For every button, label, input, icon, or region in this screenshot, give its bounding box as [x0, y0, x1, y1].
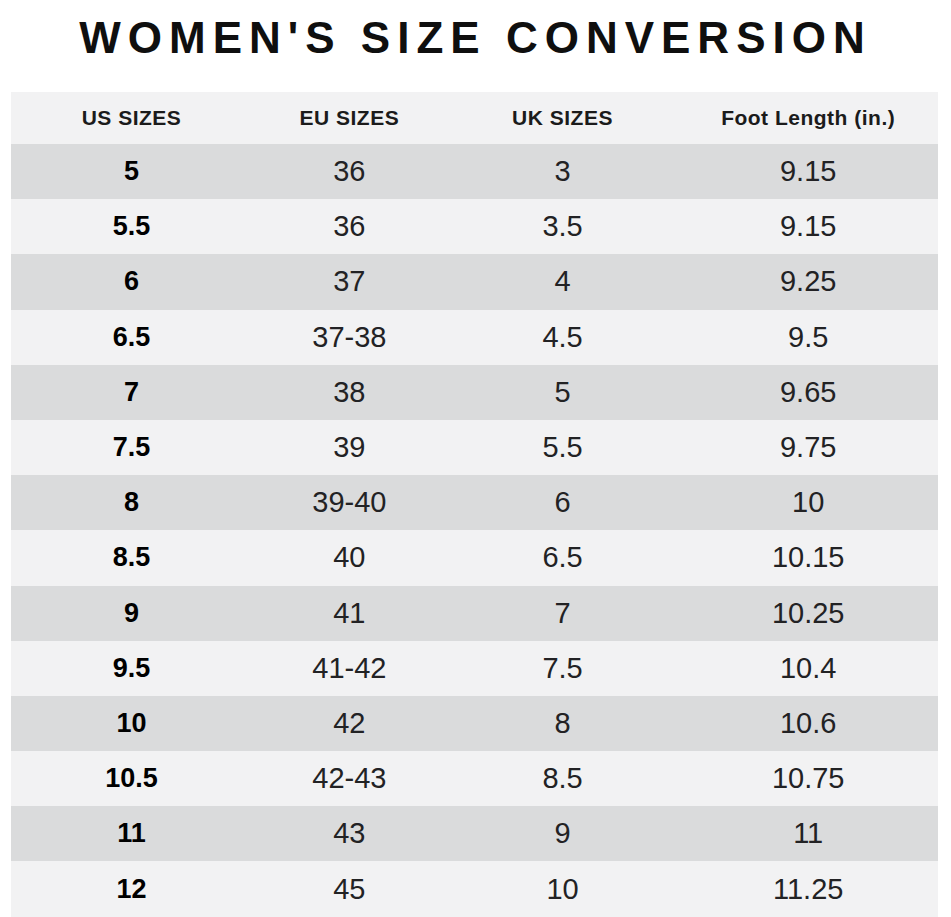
foot-length-cell: 9.25	[678, 254, 938, 309]
foot-length-cell: 10.15	[678, 530, 938, 585]
foot-length-cell: 10.75	[678, 751, 938, 806]
eu-size-cell: 36	[252, 199, 447, 254]
column-header-uk-sizes: UK SIZES	[447, 92, 679, 144]
table-row: 5.5 36 3.5 9.15	[11, 199, 938, 254]
foot-length-cell: 9.65	[678, 365, 938, 420]
table-row: 6.5 37-38 4.5 9.5	[11, 310, 938, 365]
uk-size-cell: 5.5	[447, 420, 679, 475]
eu-size-cell: 41	[252, 586, 447, 641]
table-row: 12 45 10 11.25	[11, 861, 938, 916]
uk-size-cell: 5	[447, 365, 679, 420]
column-header-eu-sizes: EU SIZES	[252, 92, 447, 144]
uk-size-cell: 4.5	[447, 310, 679, 365]
uk-size-cell: 4	[447, 254, 679, 309]
eu-size-cell: 40	[252, 530, 447, 585]
us-size-cell: 7	[11, 365, 252, 420]
foot-length-cell: 10.6	[678, 696, 938, 751]
uk-size-cell: 7	[447, 586, 679, 641]
eu-size-cell: 39	[252, 420, 447, 475]
uk-size-cell: 3	[447, 144, 679, 199]
column-header-foot-length: Foot Length (in.)	[678, 92, 938, 144]
foot-length-cell: 9.15	[678, 144, 938, 199]
eu-size-cell: 38	[252, 365, 447, 420]
foot-length-cell: 11	[678, 806, 938, 861]
uk-size-cell: 9	[447, 806, 679, 861]
us-size-cell: 7.5	[11, 420, 252, 475]
uk-size-cell: 8.5	[447, 751, 679, 806]
uk-size-cell: 3.5	[447, 199, 679, 254]
us-size-cell: 6.5	[11, 310, 252, 365]
table-row: 7 38 5 9.65	[11, 365, 938, 420]
uk-size-cell: 6.5	[447, 530, 679, 585]
table-row: 6 37 4 9.25	[11, 254, 938, 309]
table-row: 8.5 40 6.5 10.15	[11, 530, 938, 585]
us-size-cell: 12	[11, 861, 252, 916]
size-conversion-table: US SIZES EU SIZES UK SIZES Foot Length (…	[11, 92, 938, 917]
size-conversion-page: WOMEN'S SIZE CONVERSION US SIZES EU SIZE…	[0, 12, 951, 917]
us-size-cell: 5.5	[11, 199, 252, 254]
table-row: 10 42 8 10.6	[11, 696, 938, 751]
eu-size-cell: 39-40	[252, 475, 447, 530]
foot-length-cell: 10.4	[678, 641, 938, 696]
uk-size-cell: 8	[447, 696, 679, 751]
foot-length-cell: 10.25	[678, 586, 938, 641]
foot-length-cell: 9.75	[678, 420, 938, 475]
uk-size-cell: 10	[447, 861, 679, 916]
us-size-cell: 9.5	[11, 641, 252, 696]
uk-size-cell: 7.5	[447, 641, 679, 696]
foot-length-cell: 9.15	[678, 199, 938, 254]
table-row: 7.5 39 5.5 9.75	[11, 420, 938, 475]
foot-length-cell: 11.25	[678, 861, 938, 916]
table-row: 8 39-40 6 10	[11, 475, 938, 530]
foot-length-cell: 10	[678, 475, 938, 530]
table-row: 5 36 3 9.15	[11, 144, 938, 199]
eu-size-cell: 43	[252, 806, 447, 861]
table-row: 10.5 42-43 8.5 10.75	[11, 751, 938, 806]
table-row: 9.5 41-42 7.5 10.4	[11, 641, 938, 696]
eu-size-cell: 36	[252, 144, 447, 199]
us-size-cell: 10	[11, 696, 252, 751]
page-title: WOMEN'S SIZE CONVERSION	[0, 12, 951, 64]
us-size-cell: 6	[11, 254, 252, 309]
table-row: 11 43 9 11	[11, 806, 938, 861]
column-header-us-sizes: US SIZES	[11, 92, 252, 144]
table-body: 5 36 3 9.15 5.5 36 3.5 9.15 6 37 4 9.25 …	[11, 144, 938, 917]
foot-length-cell: 9.5	[678, 310, 938, 365]
table-row: 9 41 7 10.25	[11, 586, 938, 641]
table-header-row: US SIZES EU SIZES UK SIZES Foot Length (…	[11, 92, 938, 144]
us-size-cell: 8	[11, 475, 252, 530]
eu-size-cell: 37	[252, 254, 447, 309]
eu-size-cell: 37-38	[252, 310, 447, 365]
eu-size-cell: 42	[252, 696, 447, 751]
us-size-cell: 9	[11, 586, 252, 641]
eu-size-cell: 42-43	[252, 751, 447, 806]
us-size-cell: 5	[11, 144, 252, 199]
eu-size-cell: 41-42	[252, 641, 447, 696]
eu-size-cell: 45	[252, 861, 447, 916]
us-size-cell: 10.5	[11, 751, 252, 806]
us-size-cell: 8.5	[11, 530, 252, 585]
us-size-cell: 11	[11, 806, 252, 861]
uk-size-cell: 6	[447, 475, 679, 530]
